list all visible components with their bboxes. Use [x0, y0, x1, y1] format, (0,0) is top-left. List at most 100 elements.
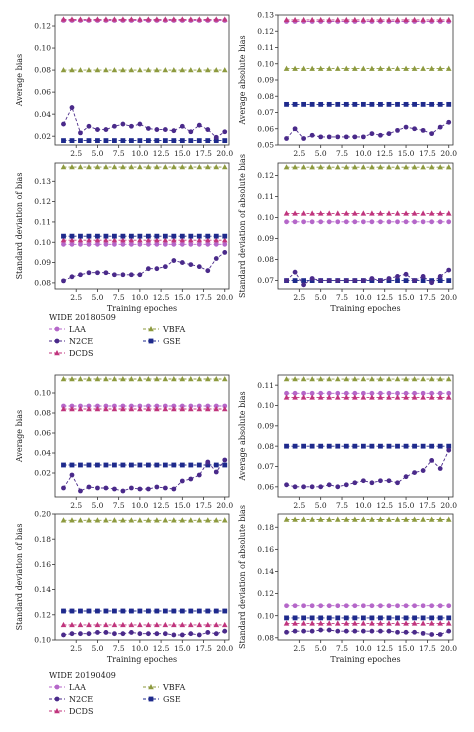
data-point-n2ce — [318, 484, 324, 490]
x-tick-label: 7.5 — [113, 293, 125, 302]
legend-label: DCDS — [69, 707, 93, 716]
data-point-dcds — [343, 16, 350, 23]
data-point-vbfa — [154, 376, 160, 382]
x-tick-label: 5.0 — [91, 501, 103, 510]
data-point-laa — [145, 241, 151, 247]
data-point-vbfa — [445, 376, 452, 382]
data-point-dcds — [171, 406, 177, 412]
data-point-gse — [188, 233, 194, 239]
x-axis-label: Training epoches — [330, 304, 400, 313]
data-point-n2ce — [61, 278, 66, 284]
data-point-vbfa — [196, 164, 203, 170]
data-point-n2ce — [162, 485, 168, 491]
data-point-vbfa — [69, 164, 75, 170]
data-point-n2ce — [205, 459, 211, 465]
data-point-n2ce — [403, 124, 409, 130]
data-point-vbfa — [69, 376, 75, 382]
data-point-n2ce — [162, 631, 168, 637]
data-point-n2ce — [171, 128, 177, 134]
data-point-laa — [412, 390, 417, 396]
data-point-vbfa — [445, 65, 452, 71]
data-point-dcds — [188, 621, 194, 628]
data-point-dcds — [283, 16, 290, 23]
data-point-dcds — [69, 237, 75, 243]
data-point-gse — [395, 278, 400, 283]
data-point-dcds — [120, 621, 126, 628]
data-point-n2ce — [352, 278, 358, 283]
data-point-vbfa — [120, 517, 126, 523]
data-point-vbfa — [386, 516, 392, 522]
data-point-n2ce — [343, 628, 349, 634]
data-point-dcds — [154, 16, 160, 22]
data-point-dcds — [69, 16, 75, 22]
data-point-n2ce — [292, 628, 298, 634]
data-point-laa — [284, 219, 289, 225]
x-tick-label: 10.0 — [132, 149, 149, 158]
data-point-laa — [318, 219, 324, 225]
data-point-gse — [284, 101, 289, 107]
data-point-n2ce — [61, 485, 66, 491]
data-point-dcds — [213, 16, 220, 22]
data-point-n2ce — [95, 630, 100, 635]
data-point-gse — [128, 233, 134, 239]
data-point-n2ce — [378, 278, 383, 283]
data-point-dcds — [103, 406, 109, 412]
data-point-gse — [446, 615, 452, 621]
data-point-gse — [188, 608, 194, 614]
data-point-n2ce — [369, 131, 375, 137]
data-point-n2ce — [284, 136, 289, 141]
data-point-dcds — [437, 210, 443, 216]
data-point-dcds — [386, 394, 392, 400]
data-point-dcds — [204, 621, 211, 628]
data-point-laa — [95, 241, 100, 247]
data-point-n2ce — [335, 484, 341, 490]
data-point-n2ce — [128, 123, 134, 129]
x-tick-label: 5.0 — [315, 501, 327, 510]
data-point-vbfa — [137, 517, 143, 523]
x-axis-label: Training epoches — [107, 304, 177, 313]
x-tick-label: 20.0 — [216, 501, 233, 510]
data-point-dcds — [394, 620, 401, 626]
legend-1: WIDE 20180509 LAA N2CE DCDS VBFA GSE — [49, 313, 186, 358]
data-point-laa — [335, 219, 341, 225]
data-point-dcds — [154, 237, 160, 243]
data-point-gse — [154, 233, 160, 239]
data-point-vbfa — [188, 376, 194, 382]
data-point-n2ce — [179, 478, 185, 484]
x-tick-label: 2.5 — [70, 149, 82, 158]
data-point-dcds — [137, 237, 143, 243]
y-tick-label: 0.16 — [257, 545, 274, 554]
data-point-gse — [301, 615, 307, 621]
data-point-laa — [171, 241, 177, 247]
data-point-dcds — [377, 620, 384, 626]
data-point-vbfa — [369, 376, 375, 382]
chart-panel-8: 2.5 5.0 7.5 10.0 12.5 15.0 17.5 20.0 0.08 0.10 0.1… — [238, 505, 457, 664]
data-point-gse — [112, 138, 117, 143]
legend-marker — [148, 326, 154, 332]
data-point-n2ce — [205, 630, 211, 635]
series-n2ce — [61, 457, 228, 494]
x-tick-label: 5.0 — [315, 644, 327, 653]
data-point-dcds — [334, 16, 341, 23]
data-point-n2ce — [369, 276, 375, 281]
data-point-dcds — [317, 16, 324, 23]
data-point-vbfa — [221, 164, 228, 170]
data-point-dcds — [317, 394, 324, 400]
data-point-dcds — [204, 16, 211, 22]
data-point-gse — [154, 462, 160, 468]
data-point-dcds — [334, 394, 341, 400]
data-point-gse — [360, 101, 366, 107]
data-point-vbfa — [60, 376, 67, 382]
data-point-vbfa — [428, 376, 435, 382]
data-point-dcds — [420, 620, 426, 626]
data-point-n2ce — [103, 630, 109, 635]
data-point-dcds — [445, 620, 452, 626]
data-point-gse — [188, 462, 194, 468]
chart-panel-2: 2.5 5.0 7.5 10.0 12.5 15.0 17.5 20.0 0.05 0.06 0.0… — [238, 11, 457, 158]
y-tick-label: 0.18 — [257, 523, 274, 532]
data-point-vbfa — [334, 376, 341, 382]
y-tick-label: 0.14 — [34, 585, 51, 594]
data-point-n2ce — [403, 474, 409, 480]
data-point-n2ce — [145, 486, 151, 492]
data-point-vbfa — [377, 376, 384, 382]
